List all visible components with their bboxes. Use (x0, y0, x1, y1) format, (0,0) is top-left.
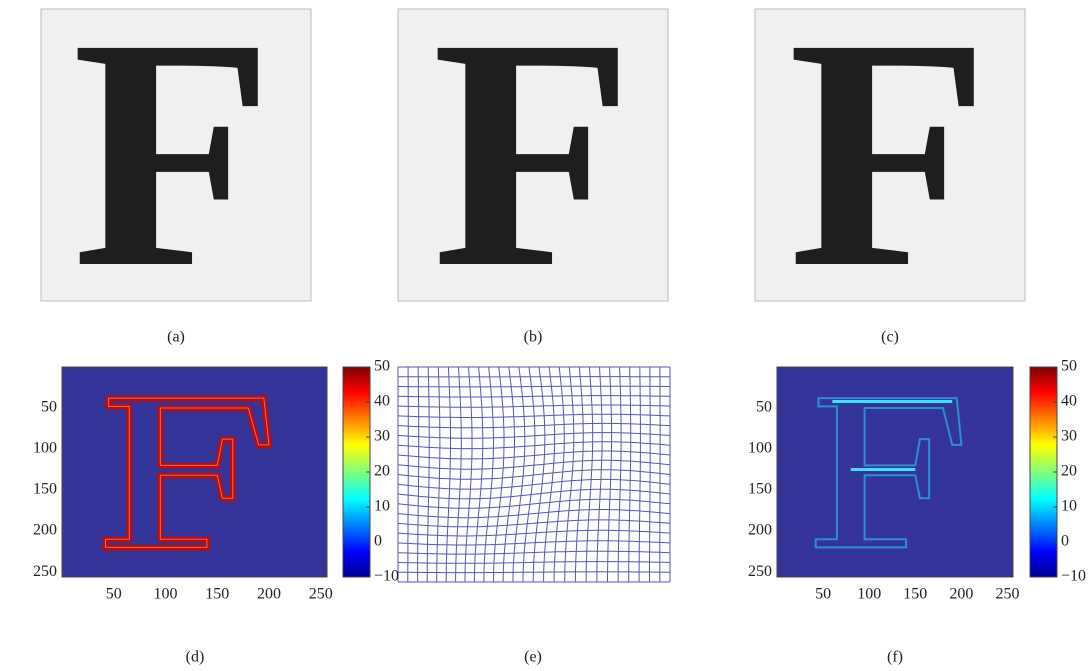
letter-glyph: F (72, 0, 274, 336)
grid-curve (398, 442, 670, 449)
caption: (f) (887, 649, 903, 666)
colorbar-tick-label: −10 (374, 568, 399, 585)
grid-curve (523, 367, 535, 582)
grid-curve (503, 367, 514, 582)
y-tick-label: 50 (756, 399, 772, 416)
x-tick-label: 150 (205, 586, 229, 603)
x-tick-label: 50 (815, 586, 831, 603)
grid-curve (418, 367, 419, 582)
y-tick-label: 100 (33, 440, 57, 457)
colorbar-tick-label: 10 (374, 498, 390, 515)
grid-curve (437, 367, 440, 582)
colorbar (1030, 367, 1057, 577)
figure: F F F (a) (b) (c) (d) (e) (f) 5010015020… (0, 0, 1088, 671)
x-tick-label: 100 (154, 586, 178, 603)
y-tick-label: 200 (33, 522, 57, 539)
y-tick-label: 250 (748, 563, 772, 580)
grid-curve (629, 367, 631, 582)
grid-curve (456, 367, 462, 582)
grid-curve (513, 367, 525, 582)
grid-curve (446, 367, 450, 582)
y-tick-label: 200 (748, 522, 772, 539)
letter-glyph: F (432, 0, 634, 336)
caption: (d) (186, 649, 205, 666)
colorbar-tick-label: 0 (1061, 533, 1069, 550)
grid-curve (608, 367, 612, 582)
colorbar-tick-label: 40 (374, 393, 390, 410)
caption: (a) (167, 329, 185, 346)
colorbar-tick-label: 30 (1061, 428, 1077, 445)
x-tick-label: 150 (903, 586, 927, 603)
grid-curve (427, 367, 429, 582)
y-tick-label: 50 (41, 399, 57, 416)
grid-curve (618, 367, 621, 582)
caption: (e) (524, 649, 542, 666)
colorbar-tick-label: 30 (374, 428, 390, 445)
caption: (b) (524, 329, 543, 346)
grid-curve (398, 405, 670, 407)
letter-glyph: F (788, 0, 990, 336)
deformation-grid (398, 367, 670, 582)
grid-curve (474, 367, 482, 582)
x-tick-label: 200 (949, 586, 973, 603)
colorbar-tick-label: 50 (1061, 358, 1077, 375)
grid-curve (554, 367, 564, 582)
x-tick-label: 100 (857, 586, 881, 603)
grid-curve (650, 367, 651, 582)
colorbar-tick-label: 0 (374, 533, 382, 550)
grid-curve (408, 367, 409, 582)
y-tick-label: 250 (33, 563, 57, 580)
grid-curve (565, 367, 574, 582)
grid-curve (465, 367, 472, 582)
x-tick-label: 250 (995, 586, 1019, 603)
grid-curve (493, 367, 504, 582)
colorbar-tick-label: 40 (1061, 393, 1077, 410)
caption: (c) (881, 329, 899, 346)
grid-curve (398, 433, 670, 439)
grid-curve (597, 367, 602, 582)
colorbar (343, 367, 370, 577)
y-tick-label: 150 (33, 481, 57, 498)
grid-curve (398, 470, 670, 479)
x-tick-label: 250 (309, 586, 333, 603)
y-tick-label: 100 (748, 440, 772, 457)
x-tick-label: 50 (106, 586, 122, 603)
grid-curve (484, 367, 494, 582)
colorbar-tick-label: 50 (374, 358, 390, 375)
grid-curve (586, 367, 593, 582)
grid-curve (544, 367, 555, 582)
colorbar-tick-label: 20 (1061, 463, 1077, 480)
colorbar-tick-label: 10 (1061, 498, 1077, 515)
y-tick-label: 150 (748, 481, 772, 498)
grid-curve (639, 367, 640, 582)
colorbar-tick-label: 20 (374, 463, 390, 480)
grid-curve (575, 367, 583, 582)
grid-curve (398, 423, 670, 427)
colorbar-tick-label: −10 (1061, 568, 1086, 585)
x-tick-label: 200 (257, 586, 281, 603)
